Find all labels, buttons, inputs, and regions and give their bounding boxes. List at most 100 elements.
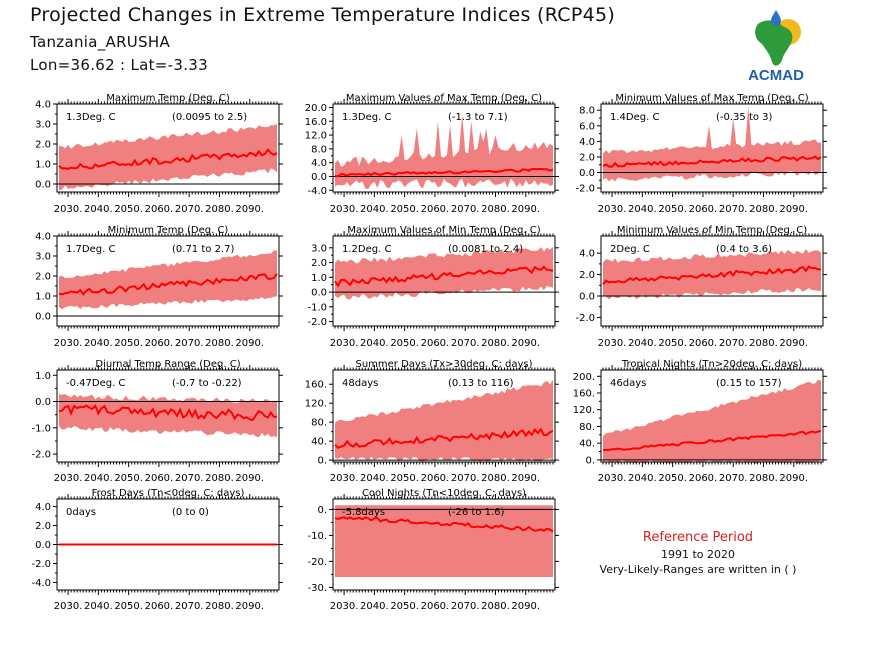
y-tick-label: 2.0	[35, 140, 51, 151]
x-tick-label: 2070.	[451, 204, 480, 215]
chart-stat: 48days	[342, 378, 378, 389]
mean-line	[602, 429, 822, 452]
x-tick-label: 2060.	[689, 204, 718, 215]
x-tick-label: 2050.	[390, 204, 419, 215]
x-tick-label: 2080.	[481, 601, 510, 612]
x-tick-label: 2040.	[84, 338, 113, 349]
y-tick-label: 4.0	[35, 502, 51, 513]
y-tick-label: 4.0	[311, 158, 327, 169]
x-tick-label: 2040.	[84, 204, 113, 215]
y-tick-label: 40.	[311, 437, 327, 448]
x-tick-label: 2090.	[235, 601, 264, 612]
y-tick-label: 4.0	[579, 137, 595, 148]
x-tick-label: 2040.	[360, 601, 389, 612]
chart-summer-days: 160. 120. 80. 40. 0.2030. 2040. 2050. 2060. 2070…	[305, 359, 559, 484]
x-tick-label: 2080.	[481, 204, 510, 215]
x-tick-label: 2080.	[481, 338, 510, 349]
x-tick-label: 2070.	[719, 204, 748, 215]
y-tick-label: 12.0	[305, 131, 327, 142]
x-tick-label: 2060.	[145, 338, 174, 349]
region-name: Tanzania_ARUSHA	[30, 33, 171, 51]
y-tick-label: 2.0	[579, 270, 595, 281]
y-tick-label: 6.0	[579, 121, 595, 132]
x-tick-label: 2060.	[421, 473, 450, 484]
range-band	[603, 106, 821, 182]
x-tick-label: 2050.	[114, 204, 143, 215]
x-tick-label: 2040.	[628, 338, 657, 349]
mean-line	[334, 167, 554, 178]
x-tick-label: 2090.	[511, 601, 540, 612]
x-tick-label: 2060.	[689, 338, 718, 349]
y-tick-label: 8.0	[311, 144, 327, 155]
chart-stat: 1.3Deg. C	[66, 112, 115, 123]
y-tick-label: 0.	[585, 455, 595, 466]
x-tick-label: 2090.	[511, 338, 540, 349]
y-tick-label: -2.0	[575, 313, 595, 324]
x-tick-label: 2080.	[749, 338, 778, 349]
chart-title: Minimum Values of Min Temp (Deg. C)	[617, 225, 807, 236]
y-tick-label: -2.0	[307, 317, 327, 328]
coordinates-label: Lon=36.62 : Lat=-3.33	[30, 56, 208, 74]
y-tick-label: 80.	[579, 422, 595, 433]
y-tick-label: -1.0	[307, 302, 327, 313]
x-tick-label: 2030.	[54, 338, 83, 349]
mean-line	[58, 404, 278, 422]
y-tick-label: 0.0	[35, 540, 51, 551]
x-tick-label: 2030.	[598, 204, 627, 215]
y-tick-label: 2.0	[311, 258, 327, 269]
x-tick-label: 2080.	[205, 473, 234, 484]
mean-line	[334, 265, 554, 288]
x-tick-label: 2030.	[598, 338, 627, 349]
x-tick-label: 2060.	[421, 338, 450, 349]
chart-title: Summer Days (Tx>30deg. C; days)	[355, 359, 532, 370]
chart-title: Cool Nights (Tn<10deg. C; days)	[362, 488, 526, 499]
y-tick-label: 160.	[305, 380, 327, 391]
chart-title: Minimum Temp (Deg. C)	[108, 225, 229, 236]
reference-note: Very-Likely-Ranges are written in ( )	[599, 563, 797, 576]
y-tick-label: -4.0	[31, 578, 51, 589]
range-band	[603, 249, 821, 300]
x-tick-label: 2080.	[205, 338, 234, 349]
chart-stat: -5.8days	[342, 507, 385, 518]
x-tick-label: 2040.	[360, 338, 389, 349]
y-tick-label: 0.0	[311, 172, 327, 183]
x-tick-label: 2050.	[658, 338, 687, 349]
y-tick-label: -1.0	[31, 423, 51, 434]
mean-line	[602, 265, 822, 286]
chart-range: (-0.35 to 3)	[716, 112, 773, 123]
x-tick-label: 2040.	[628, 473, 657, 484]
range-band	[335, 505, 553, 577]
chart-range: (0 to 0)	[172, 507, 209, 518]
x-tick-label: 2030.	[54, 601, 83, 612]
x-tick-label: 2070.	[719, 473, 748, 484]
chart-title: Maximum Values of Min Temp (Deg. C)	[347, 225, 540, 236]
x-tick-label: 2040.	[360, 204, 389, 215]
x-tick-label: 2060.	[145, 601, 174, 612]
x-tick-label: 2080.	[205, 204, 234, 215]
x-tick-label: 2040.	[360, 473, 389, 484]
y-tick-label: 120.	[305, 399, 327, 410]
chart-stat: 1.2Deg. C	[342, 244, 391, 255]
x-tick-label: 2030.	[330, 601, 359, 612]
figure-title: Projected Changes in Extreme Temperature…	[30, 4, 616, 26]
x-tick-label: 2090.	[235, 204, 264, 215]
y-tick-label: -2.0	[31, 559, 51, 570]
figure-header: Projected Changes in Extreme Temperature…	[0, 0, 879, 90]
x-tick-label: 2050.	[114, 601, 143, 612]
y-tick-label: 0.0	[35, 312, 51, 323]
x-tick-label: 2050.	[114, 473, 143, 484]
chart-range: (-1.3 to 7.1)	[448, 112, 508, 123]
chart-range: (-0.7 to -0.22)	[172, 378, 242, 389]
x-tick-label: 2050.	[390, 473, 419, 484]
x-tick-label: 2050.	[658, 473, 687, 484]
chart-title: Tropical Nights (Tn>20deg. C; days)	[621, 359, 802, 370]
mean-line	[58, 148, 278, 170]
y-tick-label: -4.0	[307, 186, 327, 197]
x-tick-label: 2030.	[54, 473, 83, 484]
range-band	[603, 379, 821, 464]
y-tick-label: 0.0	[311, 288, 327, 299]
mean-line	[602, 155, 822, 168]
chart-stat: 1.7Deg. C	[66, 244, 115, 255]
